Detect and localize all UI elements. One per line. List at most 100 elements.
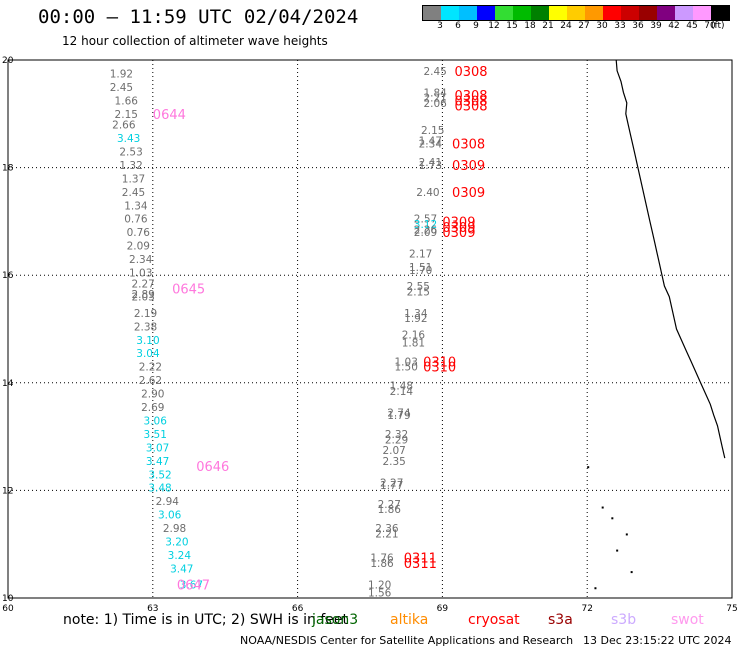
wave-height-label: 2.89	[131, 289, 154, 301]
colorbar-label: 6	[455, 21, 461, 31]
wave-height-label: 2.19	[134, 308, 157, 320]
x-tick-label: 69	[437, 604, 449, 614]
wave-height-label: 1.92	[110, 68, 133, 80]
pass-time-label: 0311	[404, 552, 437, 567]
colorbar-swatch	[459, 6, 477, 20]
wave-height-label: 1.66	[115, 95, 139, 107]
wave-height-label: 3.12	[414, 219, 437, 231]
pass-time-label: 0645	[172, 283, 205, 298]
wave-height-label: 1.79	[387, 410, 410, 422]
wave-height-label: 3.52	[148, 469, 171, 481]
pass-time-label: 0308	[454, 94, 487, 109]
pass-time-label: 0647	[177, 579, 210, 594]
island-speck	[594, 587, 597, 590]
wave-height-label: 1.32	[119, 160, 142, 172]
wave-height-label: 2.03	[131, 292, 154, 304]
x-tick-label: 75	[726, 604, 737, 614]
x-tick-label: 63	[147, 604, 158, 614]
colorbar-swatch	[477, 6, 495, 20]
wave-height-label: 3.47	[146, 456, 169, 468]
pass-time-label: 0311	[404, 557, 437, 572]
plot-frame	[7, 59, 733, 599]
island-speck	[625, 533, 628, 536]
legend-item-swot: swot	[671, 612, 704, 628]
island-speck	[630, 571, 633, 574]
colorbar-swatch	[441, 6, 459, 20]
pass-time-label: 0310	[423, 355, 456, 370]
colorbar-swatch	[585, 6, 603, 20]
wave-height-label: 1.81	[402, 337, 425, 349]
wave-height-label: 2.27	[378, 499, 401, 511]
wave-height-label: 1.34	[124, 200, 148, 212]
pass-time-label: 0644	[153, 108, 186, 123]
pass-time-label: 0308	[454, 100, 487, 115]
wave-height-label: 1.03	[129, 268, 152, 280]
x-tick-label: 60	[2, 604, 14, 614]
pass-time-label: 0309	[452, 159, 485, 174]
wave-height-label: 3.20	[165, 537, 188, 549]
wave-height-label: 1.51	[409, 262, 432, 274]
wave-height-label: 3.07	[146, 442, 169, 454]
wave-height-colorbar	[422, 5, 730, 21]
wave-height-label: 3.51	[144, 429, 167, 441]
y-tick-label: 16	[2, 271, 14, 281]
colorbar-swatch	[711, 6, 729, 20]
y-tick-label: 12	[2, 486, 13, 496]
generated-timestamp: 13 Dec 23:15:22 UTC 2024	[583, 634, 732, 647]
colorbar-swatch	[549, 6, 567, 20]
y-tick-label: 20	[2, 56, 14, 66]
wave-height-label: 2.98	[163, 523, 186, 535]
colorbar-swatch	[567, 6, 585, 20]
wave-height-label: 1.20	[368, 580, 391, 592]
wave-height-label: 1.92	[404, 313, 427, 325]
pass-time-label: 0309	[442, 226, 475, 241]
colorbar-swatch	[423, 6, 441, 20]
wave-height-label: 2.34	[129, 254, 153, 266]
wave-height-label: 2.21	[423, 93, 446, 105]
colorbar-label: 18	[524, 21, 536, 31]
credit-line: NOAA/NESDIS Center for Satellite Applica…	[240, 634, 574, 647]
wave-height-label: 2.57	[414, 214, 437, 226]
colorbar-swatch	[675, 6, 693, 20]
wave-height-label: 1.34	[404, 308, 428, 320]
x-tick-label: 72	[581, 604, 592, 614]
wave-height-label: 1.48	[390, 380, 413, 392]
colorbar-swatch	[693, 6, 711, 20]
legend-item-cryosat: cryosat	[468, 612, 520, 628]
pass-time-label: 0309	[442, 215, 475, 230]
wave-height-label: 2.16	[402, 329, 426, 341]
colorbar-swatch	[495, 6, 513, 20]
wave-height-label: 2.53	[119, 146, 142, 158]
wave-height-label: 2.55	[407, 281, 430, 293]
wave-height-label: 2.15	[407, 286, 430, 298]
island-speck	[616, 549, 619, 552]
legend-item-s3b: s3b	[611, 612, 637, 628]
wave-height-label: 2.09	[414, 227, 437, 239]
colorbar-label: 42	[668, 21, 680, 31]
wave-height-label: 2.06	[423, 98, 447, 110]
wave-height-label: 3.06	[144, 415, 168, 427]
wave-height-label: 2.22	[139, 362, 162, 374]
y-tick-label: 10	[2, 594, 14, 604]
wave-height-label: 3.43	[117, 133, 140, 145]
wave-height-label: 1.73	[419, 160, 442, 172]
wave-height-label: 3.10	[136, 335, 159, 347]
wave-height-label: 2.45	[110, 82, 133, 94]
legend-item-jason3: jason3	[312, 612, 359, 628]
colorbar-label: 45	[686, 21, 698, 31]
colorbar-label: 9	[473, 21, 479, 31]
colorbar-label: 39	[650, 21, 662, 31]
wave-height-label: 2.34	[419, 138, 443, 150]
wave-height-label: 2.09	[127, 241, 150, 253]
wave-height-label: 3.24	[168, 550, 192, 562]
island-speck	[587, 466, 590, 469]
wave-height-label: 2.45	[423, 66, 446, 78]
wave-height-label: 2.15	[115, 109, 138, 121]
colorbar-label: 3	[437, 21, 443, 31]
wave-height-label: 2.90	[141, 389, 164, 401]
pass-time-label: 0309	[452, 186, 485, 201]
wave-height-label: 0.76	[124, 214, 148, 226]
wave-height-label: 2.36	[375, 523, 399, 535]
colorbar-swatch	[621, 6, 639, 20]
wave-height-label: 2.69	[141, 402, 164, 414]
